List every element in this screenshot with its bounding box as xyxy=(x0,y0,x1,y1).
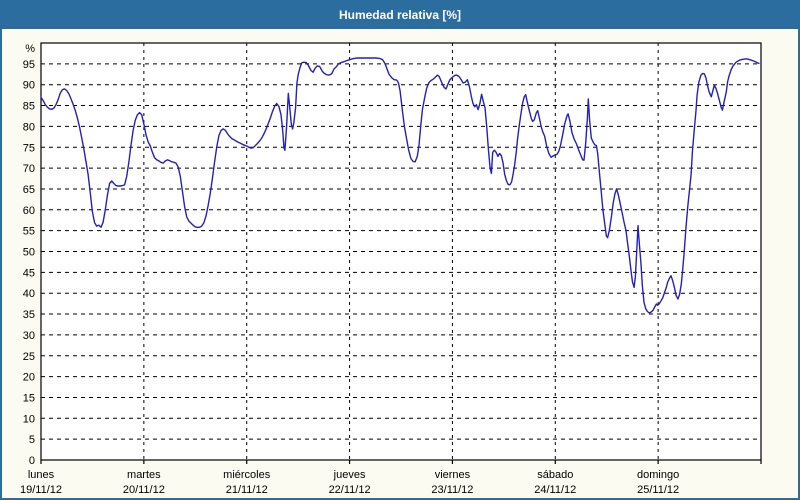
x-axis-date-label: 19/11/12 xyxy=(20,484,62,496)
x-axis-day-label: martes xyxy=(127,469,161,481)
y-axis-tick-label: 85 xyxy=(23,101,35,113)
window-titlebar: Humedad relativa [%] xyxy=(2,2,798,29)
y-axis-tick-label: 65 xyxy=(23,184,35,196)
y-axis-tick-label: 35 xyxy=(23,309,35,321)
window-title: Humedad relativa [%] xyxy=(338,8,462,22)
y-axis-tick-label: 80 xyxy=(23,121,35,133)
y-axis-tick-label: 30 xyxy=(23,330,35,342)
y-axis-tick-label: 20 xyxy=(23,372,35,384)
y-axis-tick-label: 45 xyxy=(23,267,35,279)
y-axis-tick-label: 55 xyxy=(23,226,35,238)
x-axis-day-label: viernes xyxy=(435,469,471,481)
x-axis-date-label: 24/11/12 xyxy=(534,484,576,496)
y-axis-unit-label: % xyxy=(25,43,35,55)
y-axis-tick-label: 5 xyxy=(29,434,35,446)
y-axis-tick-label: 75 xyxy=(23,142,35,154)
x-axis-day-label: domingo xyxy=(637,469,679,481)
x-axis-day-label: sábado xyxy=(537,469,573,481)
y-axis-tick-label: 10 xyxy=(23,413,35,425)
y-axis-tick-label: 60 xyxy=(23,205,35,217)
y-axis-tick-label: 40 xyxy=(23,288,35,300)
x-axis-day-label: miércoles xyxy=(223,469,271,481)
y-axis-tick-label: 70 xyxy=(23,163,35,175)
y-axis-tick-label: 15 xyxy=(23,392,35,404)
x-axis-date-label: 25/11/12 xyxy=(637,484,679,496)
y-axis-tick-label: 0 xyxy=(29,455,35,467)
x-axis-day-label: lunes xyxy=(28,469,55,481)
y-axis-tick-label: 25 xyxy=(23,351,35,363)
x-axis-date-label: 22/11/12 xyxy=(329,484,371,496)
x-axis-date-label: 21/11/12 xyxy=(226,484,268,496)
humidity-line xyxy=(40,57,760,314)
y-axis-tick-label: 95 xyxy=(23,59,35,71)
y-axis-tick-label: 50 xyxy=(23,247,35,259)
plot-border xyxy=(40,42,762,461)
x-axis-date-label: 20/11/12 xyxy=(123,484,165,496)
x-axis-date-label: 23/11/12 xyxy=(431,484,473,496)
x-axis-day-label: jueves xyxy=(333,469,366,481)
y-axis-tick-label: 90 xyxy=(23,80,35,92)
